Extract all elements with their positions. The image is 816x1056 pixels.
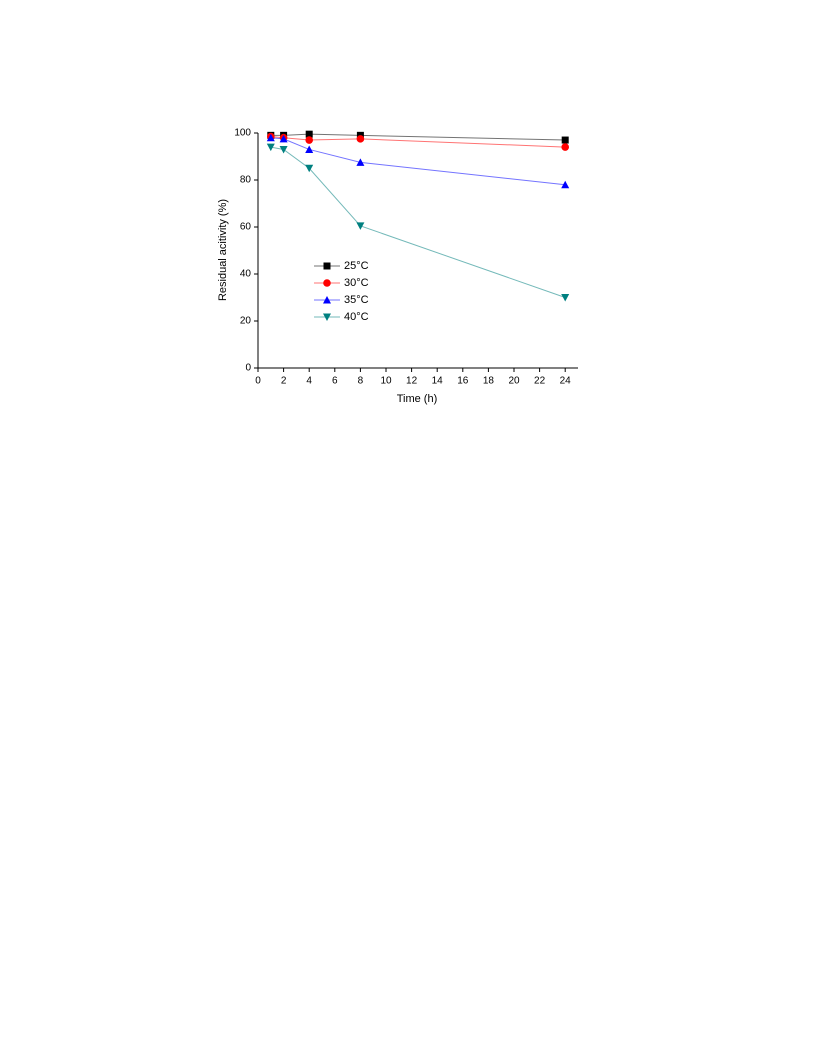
- legend-marker: [323, 262, 331, 270]
- marker: [356, 222, 365, 230]
- marker: [279, 145, 288, 154]
- x-tick-label: 10: [380, 376, 392, 387]
- x-tick-label: 20: [508, 376, 520, 387]
- y-axis-title: Residual acitivity (%): [217, 199, 229, 301]
- marker: [561, 143, 569, 151]
- x-tick-label: 24: [560, 376, 572, 387]
- marker: [305, 136, 314, 144]
- y-tick-label: 60: [240, 222, 252, 233]
- series-line: [270, 137, 566, 186]
- x-tick-label: 0: [255, 376, 261, 387]
- marker: [305, 130, 313, 138]
- y-tick-label: 80: [240, 175, 252, 186]
- marker: [356, 158, 365, 166]
- series-line: [270, 133, 566, 141]
- legend-text: 40°C: [344, 311, 369, 323]
- legend-marker: [323, 279, 331, 287]
- legend-text: 35°C: [344, 294, 369, 306]
- x-tick-label: 8: [358, 376, 364, 387]
- marker: [266, 143, 275, 152]
- x-tick-label: 16: [457, 376, 469, 387]
- marker: [266, 133, 275, 142]
- x-tick-label: 12: [406, 376, 418, 387]
- series-line: [270, 146, 566, 298]
- x-axis-title: Time (h): [397, 393, 438, 405]
- legend-text: 30°C: [344, 277, 369, 289]
- marker: [561, 294, 570, 302]
- y-tick-label: 100: [234, 128, 251, 139]
- x-tick-label: 2: [281, 376, 287, 387]
- y-tick-label: 40: [240, 269, 252, 280]
- series-line: [270, 136, 566, 148]
- x-tick-label: 4: [306, 376, 312, 387]
- marker: [561, 136, 569, 144]
- marker: [356, 135, 365, 143]
- marker: [305, 164, 314, 173]
- marker: [279, 134, 288, 143]
- legend-marker: [323, 313, 331, 321]
- y-tick-label: 20: [240, 316, 252, 327]
- marker: [305, 145, 314, 153]
- y-tick-label: 0: [245, 363, 251, 374]
- x-tick-label: 22: [534, 376, 546, 387]
- x-tick-label: 18: [483, 376, 495, 387]
- x-tick-label: 6: [332, 376, 338, 387]
- legend-text: 25°C: [344, 260, 369, 272]
- marker: [561, 180, 570, 189]
- legend-marker: [323, 296, 331, 304]
- x-tick-label: 14: [432, 376, 444, 387]
